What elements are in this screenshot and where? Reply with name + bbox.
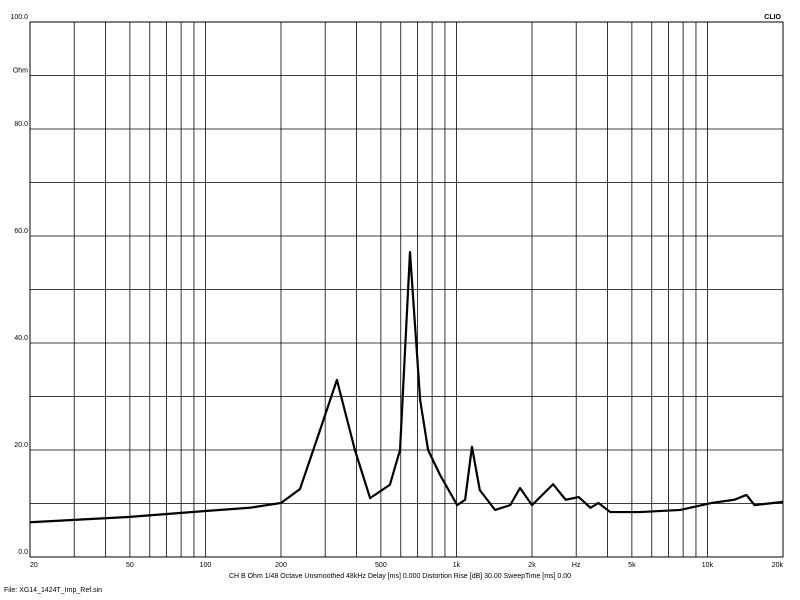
x-tick-label: 500 (375, 562, 387, 569)
impedance-line (29, 250, 784, 524)
y-tick-label: 40.0 (14, 335, 28, 342)
y-axis-label: Ohm (13, 68, 28, 75)
x-tick-label: 50 (126, 562, 134, 569)
y-tick-label: 60.0 (14, 228, 28, 235)
x-tick-label: 20 (30, 562, 38, 569)
x-tick-label: 100 (200, 562, 212, 569)
x-tick-label: 20k (772, 562, 784, 569)
file-line: File: XG14_1424T_Imp_Ref.sin (4, 587, 102, 594)
y-tick-label: 20.0 (14, 442, 28, 449)
settings-line: CH B Ohm 1/48 Octave Unsmoothed 48kHz De… (229, 573, 571, 580)
x-tick-label: 1k (453, 562, 461, 569)
x-tick-label: 2k (528, 562, 536, 569)
y-tick-label: 80.0 (14, 121, 28, 128)
x-tick-label: 200 (275, 562, 287, 569)
logo: CLIO (764, 14, 781, 21)
x-tick-label: 10k (702, 562, 714, 569)
y-tick-label: 0.0 (18, 549, 28, 556)
y-tick-label: 100.0 (10, 14, 28, 21)
x-axis-label: Hz (572, 562, 581, 569)
x-tick-label: 5k (628, 562, 636, 569)
